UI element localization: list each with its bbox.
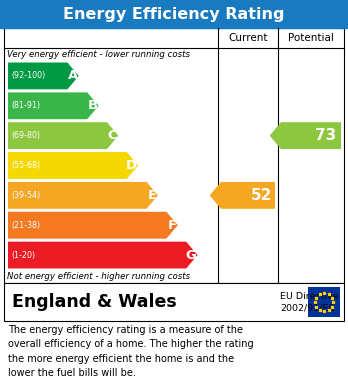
Text: England & Wales: England & Wales — [12, 293, 177, 311]
Text: C: C — [108, 129, 117, 142]
Text: E: E — [148, 189, 157, 202]
Text: 52: 52 — [251, 188, 272, 203]
Text: (81-91): (81-91) — [11, 101, 40, 110]
Text: (55-68): (55-68) — [11, 161, 40, 170]
Text: Very energy efficient - lower running costs: Very energy efficient - lower running co… — [7, 50, 190, 59]
Text: Not energy efficient - higher running costs: Not energy efficient - higher running co… — [7, 272, 190, 281]
Bar — [4, 283, 344, 321]
Text: (21-38): (21-38) — [11, 221, 40, 230]
Text: G: G — [186, 249, 197, 262]
Bar — [308, 287, 340, 317]
Polygon shape — [8, 63, 79, 90]
Text: (92-100): (92-100) — [11, 72, 45, 81]
Text: Energy Efficiency Rating: Energy Efficiency Rating — [63, 7, 285, 22]
Polygon shape — [8, 92, 98, 119]
Text: D: D — [126, 159, 137, 172]
Polygon shape — [270, 122, 341, 149]
Polygon shape — [8, 242, 198, 269]
Polygon shape — [8, 122, 118, 149]
Polygon shape — [8, 152, 138, 179]
Text: B: B — [87, 99, 97, 112]
Text: (69-80): (69-80) — [11, 131, 40, 140]
Text: A: A — [68, 70, 78, 83]
Polygon shape — [8, 182, 158, 209]
Polygon shape — [8, 212, 178, 239]
Text: F: F — [168, 219, 177, 232]
Bar — [0, 0, 348, 28]
Text: 73: 73 — [315, 128, 337, 143]
Text: Potential: Potential — [288, 33, 334, 43]
Text: (1-20): (1-20) — [11, 251, 35, 260]
Text: The energy efficiency rating is a measure of the
overall efficiency of a home. T: The energy efficiency rating is a measur… — [8, 325, 254, 378]
Bar — [4, 28, 344, 283]
Text: (39-54): (39-54) — [11, 191, 40, 200]
Text: Current: Current — [228, 33, 268, 43]
Polygon shape — [209, 182, 275, 209]
Text: EU Directive
2002/91/EC: EU Directive 2002/91/EC — [280, 292, 339, 312]
